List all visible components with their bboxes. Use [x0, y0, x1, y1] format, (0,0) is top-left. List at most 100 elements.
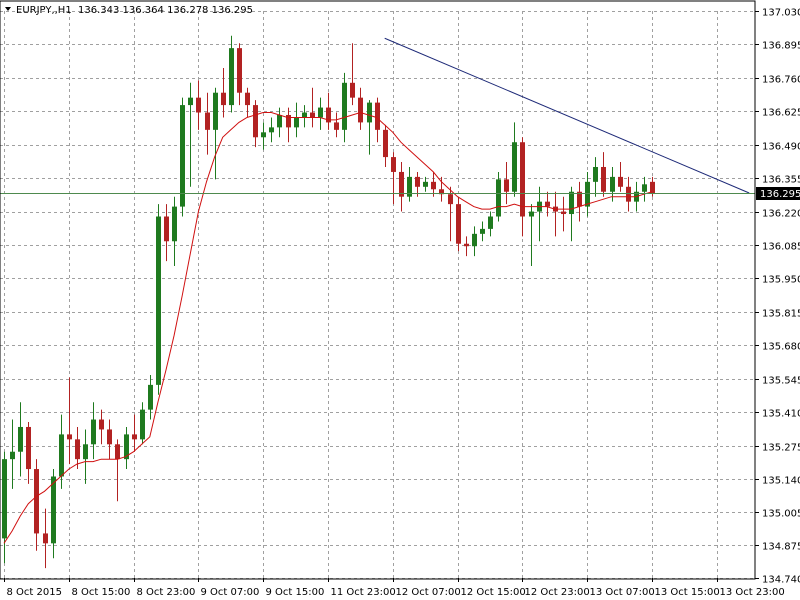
- candle-body: [415, 176, 420, 187]
- x-tick-label: 13 Oct 23:00: [720, 587, 785, 598]
- current-price-label-bg: [756, 187, 800, 200]
- candle-body: [196, 97, 201, 113]
- y-tick-label: 135.545: [762, 376, 800, 387]
- chart-frame: [0, 0, 756, 580]
- candle-body: [43, 533, 48, 544]
- chart-header: EURJPY,,H1 136.343 136.364 136.278 136.2…: [5, 5, 253, 16]
- candle-body: [391, 157, 396, 172]
- x-tick-label: 12 Oct 15:00: [461, 587, 526, 598]
- candle-body: [585, 181, 590, 207]
- candle-body: [618, 176, 623, 187]
- candle-body: [18, 426, 23, 452]
- y-tick-label: 137.030: [762, 8, 800, 19]
- y-tick-label: 136.490: [762, 142, 800, 153]
- candle-body: [51, 476, 56, 544]
- candle-body: [59, 434, 64, 477]
- candle-body: [180, 105, 185, 207]
- candle-body: [10, 451, 15, 460]
- candle-body: [496, 179, 501, 217]
- x-tick-label: 12 Oct 23:00: [525, 587, 590, 598]
- candle-body: [350, 82, 355, 98]
- y-tick-label: 136.625: [762, 108, 800, 119]
- y-tick-label: 135.275: [762, 443, 800, 454]
- candle-body: [626, 186, 631, 202]
- candle-body: [358, 97, 363, 123]
- candle-body: [310, 112, 315, 118]
- x-tick-label: 11 Oct 23:00: [331, 587, 396, 598]
- candle-body: [561, 211, 566, 215]
- candle-body: [545, 201, 550, 207]
- y-tick-label: 136.085: [762, 242, 800, 253]
- candle-body: [326, 107, 331, 123]
- symbol-timeframe: EURJPY,,H1: [16, 5, 72, 16]
- candle-body: [2, 459, 7, 539]
- current-price-label: 136.295: [756, 187, 800, 200]
- candle-body: [148, 384, 153, 410]
- candle-body: [245, 92, 250, 106]
- candle-body: [650, 181, 655, 193]
- candle-body: [132, 434, 137, 440]
- candle-body: [334, 122, 339, 130]
- moving-average-line: [3, 111, 653, 544]
- candle-body: [229, 48, 234, 106]
- candle-body: [642, 184, 647, 192]
- candle-body: [302, 112, 307, 118]
- x-tick-label: 9 Oct 15:00: [266, 587, 325, 598]
- x-tick-label: 8 Oct 15:00: [72, 587, 131, 598]
- x-tick-label: 13 Oct 07:00: [590, 587, 655, 598]
- y-tick-label: 135.410: [762, 409, 800, 420]
- candle-body: [375, 102, 380, 130]
- candle-body: [456, 204, 461, 244]
- y-tick-label: 136.355: [762, 175, 800, 186]
- trendline[interactable]: [384, 37, 750, 194]
- y-tick-label: 136.895: [762, 41, 800, 52]
- candle-body: [593, 166, 598, 182]
- x-tick-label: 8 Oct 2015: [7, 587, 62, 598]
- candle-body: [431, 181, 436, 190]
- candle-body: [448, 194, 453, 205]
- price-axis: 137.030 136.895 136.760 136.625 136.490 136.3…: [755, 8, 800, 586]
- candle-body: [407, 176, 412, 197]
- candle-body: [488, 216, 493, 229]
- y-tick-label: 134.875: [762, 542, 800, 553]
- candle-body: [464, 243, 469, 247]
- y-tick-label: 135.005: [762, 509, 800, 520]
- dropdown-triangle-icon[interactable]: [5, 7, 11, 11]
- candle-body: [520, 142, 525, 217]
- y-tick-label: 136.760: [762, 75, 800, 86]
- candle-body: [205, 112, 210, 130]
- y-tick-label: 134.740: [762, 575, 800, 586]
- candle-body: [286, 114, 291, 128]
- current-price-label-text: 136.295: [760, 189, 800, 200]
- candle-body: [277, 114, 282, 128]
- candle-body: [439, 189, 444, 195]
- candle-body: [610, 176, 615, 192]
- x-tick-label: 13 Oct 15:00: [655, 587, 720, 598]
- time-axis: 8 Oct 2015 8 Oct 15:00 8 Oct 23:00 9 Oct 07…: [4, 578, 785, 598]
- candle-body: [504, 179, 509, 192]
- candle-body: [318, 107, 323, 118]
- candle-body: [269, 127, 274, 133]
- candle-body: [399, 171, 404, 197]
- candle-body: [156, 216, 161, 385]
- candle-body: [512, 142, 517, 192]
- ohlc-values: 136.343 136.364 136.278 136.295: [78, 5, 253, 16]
- x-tick-label: 9 Oct 07:00: [201, 587, 260, 598]
- candle-body: [99, 419, 104, 430]
- y-tick-label: 135.680: [762, 342, 800, 353]
- x-tick-label: 8 Oct 23:00: [137, 587, 196, 598]
- candle-body: [261, 132, 266, 138]
- candlesticks: [2, 35, 655, 569]
- candle-body: [383, 129, 388, 158]
- candle-body: [569, 191, 574, 215]
- y-tick-label: 135.950: [762, 275, 800, 286]
- candle-body: [577, 191, 582, 207]
- candle-body: [172, 206, 177, 242]
- candle-body: [342, 82, 347, 130]
- candle-body: [164, 216, 169, 242]
- candle-body: [237, 48, 242, 93]
- candle-body: [601, 166, 606, 192]
- candle-body: [124, 434, 129, 460]
